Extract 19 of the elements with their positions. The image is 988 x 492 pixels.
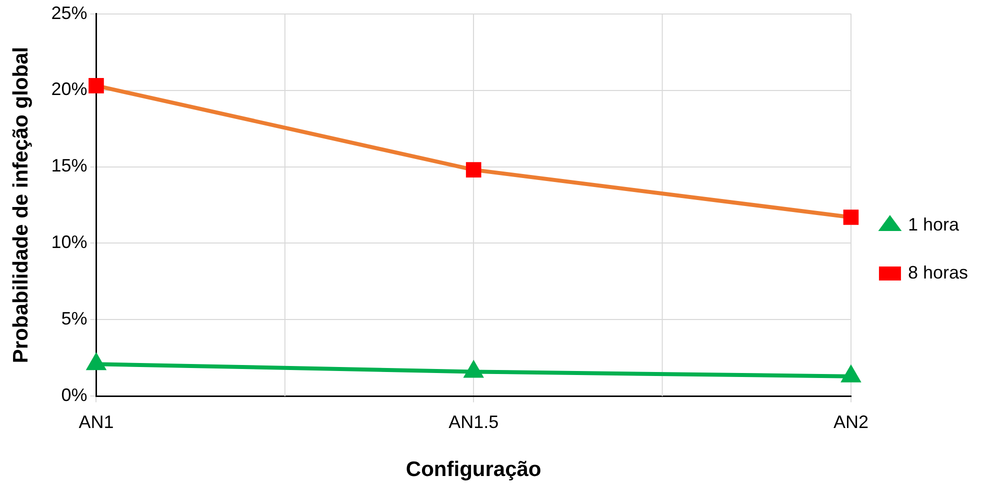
- y-tick-label: 20%: [51, 79, 88, 100]
- y-tick-label: 25%: [51, 2, 88, 23]
- point: [464, 362, 483, 378]
- x-tick-label: AN1.5: [448, 412, 499, 432]
- y-axis-title: Probabilidade de infeção global: [9, 46, 32, 364]
- y-tick-label: 0%: [61, 385, 88, 406]
- y-tick-label: 10%: [51, 232, 88, 252]
- point: [843, 210, 859, 225]
- x-tick-label: AN2: [833, 412, 868, 432]
- x-tick-label: AN1: [78, 412, 114, 432]
- x-axis-title: Configuração: [406, 458, 542, 482]
- legend-label: 8 horas: [908, 262, 968, 282]
- legend-label: 1 hora: [908, 214, 960, 234]
- point: [88, 78, 104, 94]
- y-tick-label: 15%: [51, 156, 88, 176]
- y-tick-label: 5%: [61, 308, 88, 329]
- point: [87, 354, 106, 370]
- point: [466, 162, 482, 178]
- point: [842, 366, 860, 382]
